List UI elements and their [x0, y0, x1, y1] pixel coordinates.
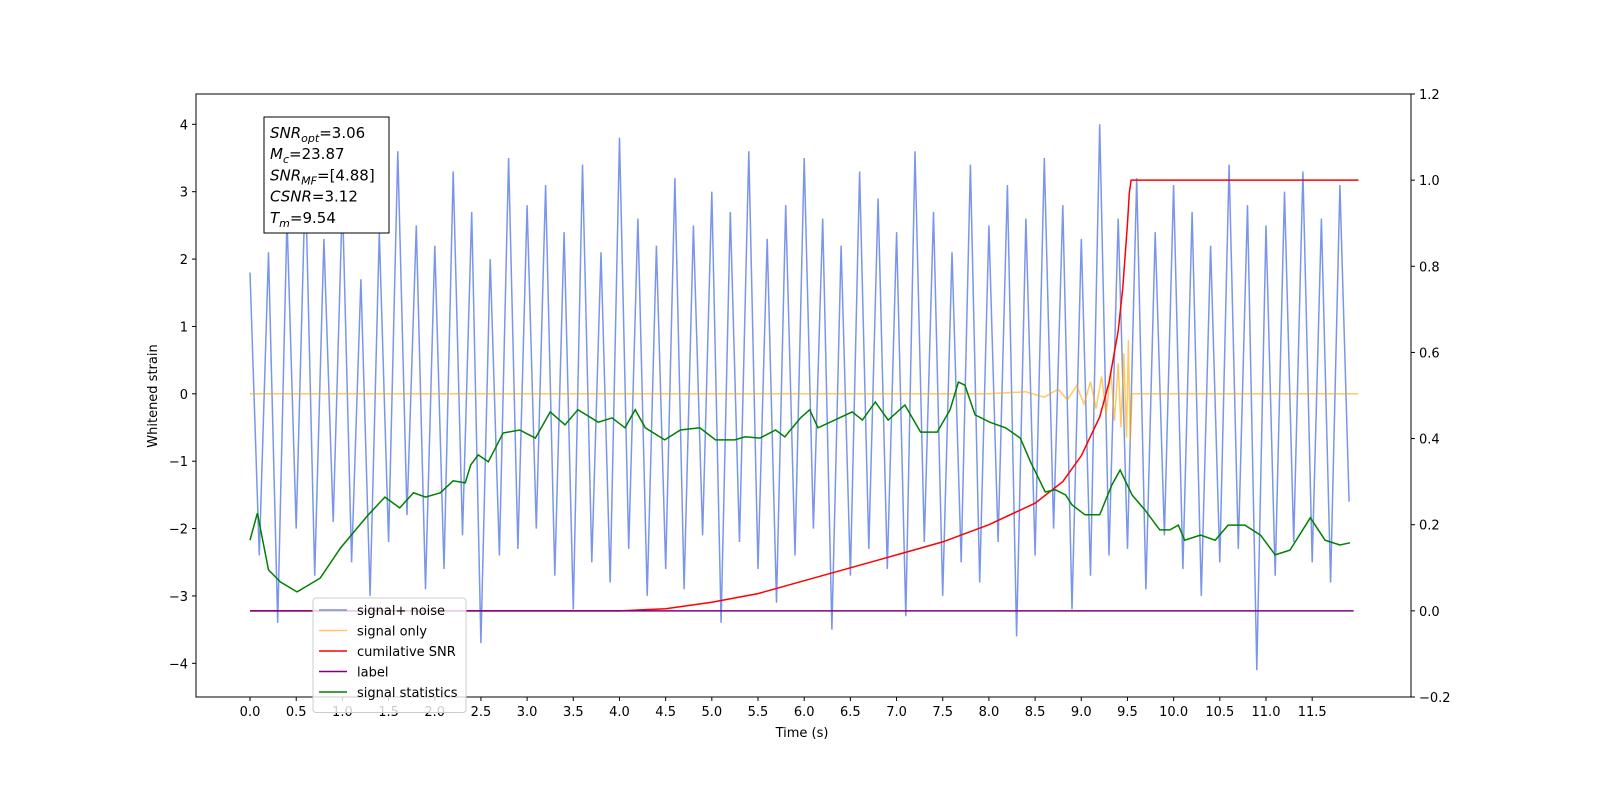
y-tick-label: −3 — [169, 590, 188, 605]
x-tick-label: 11.0 — [1252, 705, 1281, 720]
y2-tick-label: 1.2 — [1419, 88, 1440, 103]
y-tick-label: −4 — [169, 657, 188, 672]
x-tick-label: 0.0 — [240, 705, 261, 720]
x-tick-label: 7.0 — [886, 705, 907, 720]
x-tick-label: 4.0 — [609, 705, 630, 720]
x-tick-label: 8.0 — [979, 705, 1000, 720]
annotation-subscript: c — [283, 153, 289, 166]
x-tick-label: 5.0 — [701, 705, 722, 720]
plot-area — [249, 124, 1359, 671]
y-tick-label: 4 — [180, 118, 188, 133]
annotation-line: CSNR=3.12 — [270, 188, 358, 206]
annotation-symbol: T — [270, 209, 281, 227]
series-line — [250, 339, 1359, 442]
y-tick-label: 0 — [180, 388, 188, 403]
legend-label: signal+ noise — [357, 604, 445, 619]
annotation-value: =23.87 — [289, 145, 345, 163]
x-tick-label: 9.0 — [1071, 705, 1092, 720]
x-tick-label: 8.5 — [1025, 705, 1046, 720]
legend-label: signal only — [357, 625, 427, 640]
annotation-line: SNRopt=3.06 — [270, 124, 365, 145]
x-tick-label: 3.5 — [563, 705, 584, 720]
annotation-line: Tm=9.54 — [270, 209, 336, 230]
annotation-symbol: M — [270, 145, 283, 163]
series-line — [249, 381, 1351, 593]
legend-label: signal statistics — [357, 686, 458, 701]
annotation-symbol: CSNR — [270, 188, 312, 206]
y-tick-label: 1 — [180, 320, 188, 335]
annotation-value: =9.54 — [290, 209, 336, 227]
y2-tick-label: −0.2 — [1419, 691, 1451, 706]
annotation-subscript: m — [279, 217, 290, 230]
x-tick-label: 11.5 — [1298, 705, 1327, 720]
y-tick-label: −2 — [169, 523, 188, 538]
annotation-subscript: opt — [301, 132, 320, 145]
annotation-value: =[4.88] — [317, 166, 375, 184]
series-line — [250, 179, 1359, 612]
x-tick-label: 3.0 — [517, 705, 538, 720]
axes-frame — [195, 93, 1412, 698]
legend-label: label — [357, 666, 388, 681]
x-tick-label: 5.5 — [748, 705, 769, 720]
x-tick-label: 6.5 — [840, 705, 861, 720]
y2-tick-label: 0.4 — [1419, 433, 1440, 448]
y-tick-label: −1 — [169, 455, 188, 470]
y2-tick-label: 1.0 — [1419, 174, 1440, 189]
series-line — [249, 124, 1350, 671]
x-tick-label: 10.0 — [1159, 705, 1188, 720]
y-tick-label: 2 — [180, 253, 188, 268]
x-tick-label: 0.5 — [286, 705, 307, 720]
annotation-value: =3.12 — [312, 188, 358, 206]
annotation-value: =3.06 — [319, 124, 365, 142]
annotation-symbol: SNR — [270, 166, 301, 184]
y2-tick-label: 0.8 — [1419, 260, 1440, 275]
annotation-line: Mc=23.87 — [270, 145, 345, 166]
x-tick-label: 2.5 — [471, 705, 492, 720]
x-tick-label: 4.5 — [655, 705, 676, 720]
y-tick-label: 3 — [180, 186, 188, 201]
x-tick-label: 9.5 — [1117, 705, 1138, 720]
y-axis-label: Whitened strain — [146, 344, 161, 447]
annotation-line: SNRMF=[4.88] — [270, 166, 375, 187]
x-tick-label: 10.5 — [1205, 705, 1234, 720]
y2-tick-label: 0.6 — [1419, 346, 1440, 361]
legend-box — [312, 597, 467, 713]
x-axis-label: Time (s) — [775, 726, 829, 741]
y2-tick-label: 0.2 — [1419, 519, 1440, 534]
annotation-box — [263, 116, 390, 234]
y2-tick-label: 0.0 — [1419, 605, 1440, 620]
legend-label: cumilative SNR — [357, 645, 456, 660]
x-tick-label: 7.5 — [932, 705, 953, 720]
x-tick-label: 6.0 — [794, 705, 815, 720]
annotation-symbol: SNR — [270, 124, 301, 142]
annotation-subscript: MF — [301, 174, 317, 187]
